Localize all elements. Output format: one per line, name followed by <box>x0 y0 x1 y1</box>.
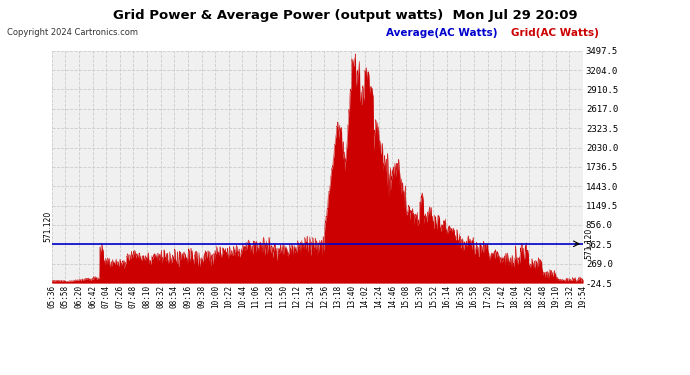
Text: Grid(AC Watts): Grid(AC Watts) <box>511 28 598 38</box>
Text: 571.120: 571.120 <box>43 211 52 242</box>
Text: Grid Power & Average Power (output watts)  Mon Jul 29 20:09: Grid Power & Average Power (output watts… <box>112 9 578 22</box>
Text: 571.120: 571.120 <box>584 228 593 260</box>
Text: Average(AC Watts): Average(AC Watts) <box>386 28 498 38</box>
Text: Copyright 2024 Cartronics.com: Copyright 2024 Cartronics.com <box>7 28 138 37</box>
